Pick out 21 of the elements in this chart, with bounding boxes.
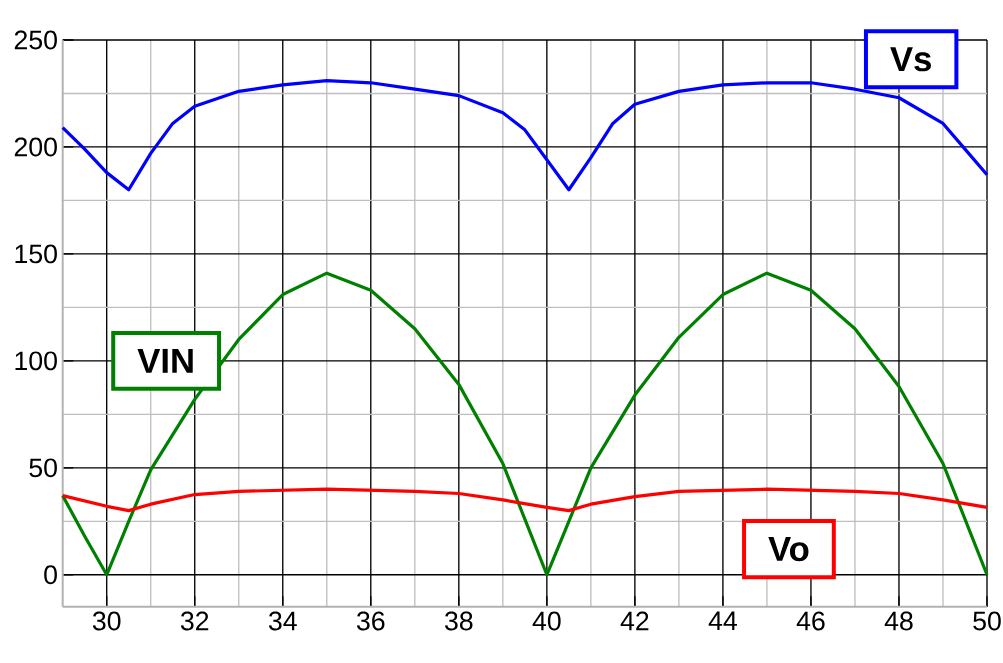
x-tick-label: 46 bbox=[796, 611, 825, 631]
y-tick-label: 0 bbox=[44, 565, 57, 585]
x-tick-label: 30 bbox=[92, 611, 121, 631]
x-tick-label: 44 bbox=[708, 611, 737, 630]
x-tick-label: 42 bbox=[620, 611, 649, 631]
x-tick-label: 40 bbox=[532, 611, 561, 631]
x-tick-label: 36 bbox=[356, 611, 385, 631]
x-tick-label: 38 bbox=[445, 611, 473, 631]
y-tick-label: 150 bbox=[15, 244, 57, 264]
x-tick-label: 34 bbox=[268, 611, 297, 631]
series-label: Vo bbox=[768, 537, 809, 562]
series-label: Vs bbox=[890, 47, 931, 72]
x-tick-label: 50 bbox=[973, 611, 1001, 631]
y-tick-label: 200 bbox=[14, 137, 57, 157]
x-tick-label: 32 bbox=[180, 611, 209, 631]
y-tick-label: 50 bbox=[29, 458, 57, 478]
y-tick-label: 100 bbox=[15, 351, 57, 371]
x-tick-label: 48 bbox=[884, 611, 913, 631]
series-label: VIN bbox=[137, 348, 193, 373]
y-tick-label: 250 bbox=[14, 30, 57, 50]
line-series bbox=[61, 487, 989, 513]
